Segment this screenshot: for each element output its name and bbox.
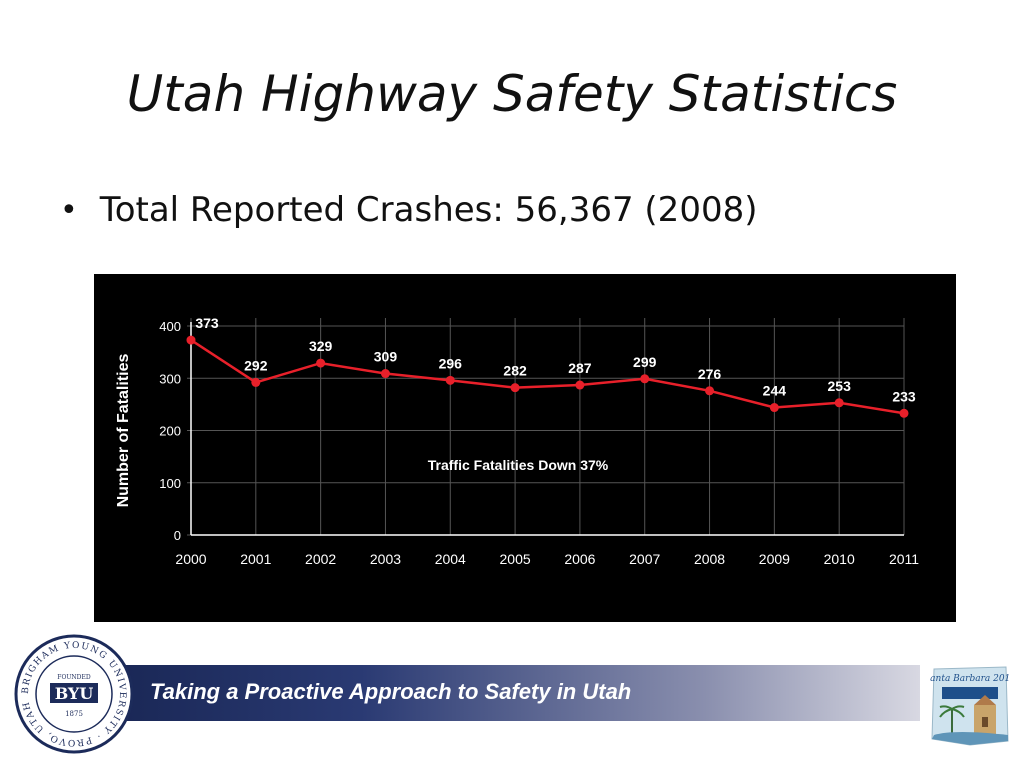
data-point bbox=[316, 358, 326, 368]
data-point bbox=[834, 398, 844, 408]
y-tick-label: 0 bbox=[174, 528, 181, 543]
data-label: 244 bbox=[763, 383, 787, 399]
seal-abbr: BYU bbox=[55, 684, 94, 703]
x-tick-label: 2000 bbox=[175, 551, 206, 567]
conference-text: Santa Barbara 2012 bbox=[930, 674, 1010, 684]
data-point bbox=[705, 386, 715, 396]
data-point bbox=[769, 403, 779, 413]
data-label: 282 bbox=[503, 363, 527, 379]
data-point bbox=[510, 383, 520, 393]
bullet-item: • Total Reported Crashes: 56,367 (2008) bbox=[60, 190, 757, 230]
x-tick-label: 2010 bbox=[824, 551, 855, 567]
data-point bbox=[445, 375, 455, 385]
data-label: 287 bbox=[568, 360, 592, 376]
x-tick-label: 2004 bbox=[435, 551, 466, 567]
x-tick-label: 2008 bbox=[694, 551, 725, 567]
y-tick-label: 400 bbox=[159, 319, 181, 334]
conference-logo: Santa Barbara 2012 bbox=[930, 666, 1010, 746]
data-point bbox=[186, 335, 196, 345]
data-label: 329 bbox=[309, 338, 333, 354]
data-label: 233 bbox=[892, 388, 916, 404]
x-tick-label: 2001 bbox=[240, 551, 271, 567]
series-line bbox=[190, 339, 905, 415]
x-tick-label: 2006 bbox=[564, 551, 595, 567]
x-tick-label: 2002 bbox=[305, 551, 336, 567]
y-tick-label: 300 bbox=[159, 371, 181, 386]
bullet-dot-icon: • bbox=[60, 192, 78, 228]
x-tick-label: 2005 bbox=[500, 551, 531, 567]
data-label: 296 bbox=[439, 355, 463, 371]
x-tick-label: 2009 bbox=[759, 551, 790, 567]
footer-band bbox=[60, 665, 920, 721]
chart-annotation: Traffic Fatalities Down 37% bbox=[428, 457, 609, 473]
data-point bbox=[251, 377, 261, 387]
y-tick-label: 100 bbox=[159, 476, 181, 491]
data-label: 373 bbox=[195, 315, 219, 331]
data-point bbox=[575, 380, 585, 390]
y-tick-label: 200 bbox=[159, 424, 181, 439]
x-tick-label: 2011 bbox=[889, 551, 919, 567]
data-label: 299 bbox=[633, 354, 657, 370]
x-tick-label: 2003 bbox=[370, 551, 401, 567]
data-point bbox=[640, 374, 650, 384]
data-point bbox=[899, 408, 909, 418]
data-label: 309 bbox=[374, 349, 398, 365]
seal-founded: FOUNDED bbox=[57, 674, 91, 681]
data-point bbox=[380, 369, 390, 379]
slide-title: Utah Highway Safety Statistics bbox=[126, 65, 898, 123]
footer-tagline: Taking a Proactive Approach to Safety in… bbox=[150, 679, 632, 704]
data-label: 253 bbox=[828, 378, 852, 394]
y-axis-title: Number of Fatalities bbox=[115, 354, 132, 508]
fatalities-chart: 0 100 200 300 400 2000 2001 2002 2003 2004 2005 200… bbox=[94, 274, 956, 622]
seal-year: 1875 bbox=[65, 710, 83, 718]
byu-seal-logo: BRIGHAM YOUNG UNIVERSITY · PROVO, UTAH F… bbox=[14, 634, 134, 754]
x-tick-label: 2007 bbox=[629, 551, 660, 567]
chart-svg: 0 100 200 300 400 2000 2001 2002 2003 2004 2005 200… bbox=[115, 315, 919, 567]
bullet-text: Total Reported Crashes: 56,367 (2008) bbox=[99, 190, 758, 230]
data-label: 292 bbox=[244, 357, 268, 373]
data-label: 276 bbox=[698, 366, 722, 382]
